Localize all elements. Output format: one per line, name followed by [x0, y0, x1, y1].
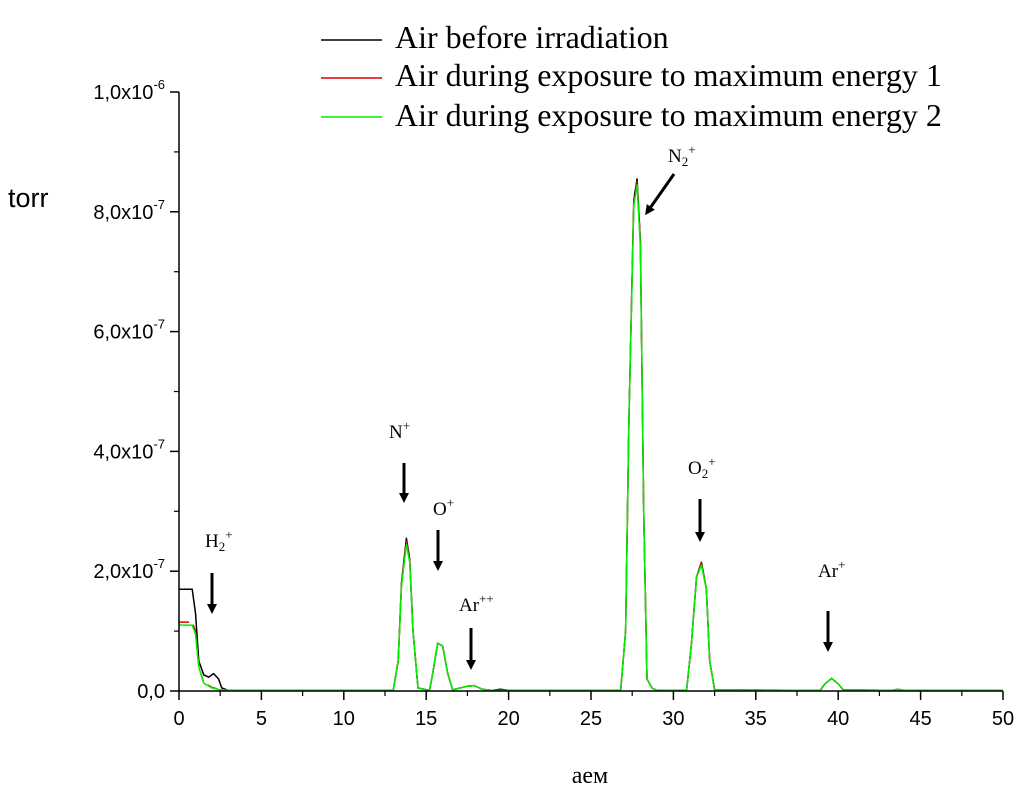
ion-label: N+	[389, 418, 410, 443]
ion-label: O2+	[688, 454, 716, 481]
legend-item-energy-2: Air during exposure to maximum energy 2	[321, 97, 942, 133]
legend-item-energy-1: Air during exposure to maximum energy 1	[321, 57, 942, 93]
ion-label: N2+	[668, 142, 696, 169]
x-tick-label: 5	[256, 708, 267, 730]
y-tick-label: 0,0	[137, 681, 165, 703]
x-tick-label: 30	[662, 708, 684, 730]
legend-label-energy-1: Air during exposure to maximum energy 1	[395, 57, 942, 93]
series-line-3	[179, 184, 1003, 692]
x-tick-label: 25	[580, 708, 602, 730]
y-ticks: 0,0 2,0x10-7 4,0x10-7 6,0x10-7 8,0x10-7 1,0x1…	[93, 77, 179, 703]
series-layer	[179, 178, 1003, 692]
legend: Air before irradiation Air during exposu…	[316, 12, 1006, 142]
legend-item-before: Air before irradiation	[321, 19, 669, 55]
x-axis-label: аем	[572, 763, 609, 789]
series-line-2	[179, 181, 1003, 692]
y-tick-label: 4,0x10-7	[93, 436, 165, 463]
x-tick-label: 0	[173, 708, 184, 730]
y-tick-label: 1,0x10-6	[93, 77, 165, 104]
ion-arrow	[645, 173, 676, 216]
series-line-1	[179, 178, 1003, 692]
y-tick-label: 8,0x10-7	[93, 197, 165, 224]
x-ticks: 0 5 10 15 20 25 30 35 40 45 50	[173, 691, 1014, 730]
x-tick-label: 35	[745, 708, 767, 730]
y-axis-label: torr	[8, 183, 49, 213]
ion-label: Ar++	[459, 591, 494, 616]
y-tick-label: 6,0x10-7	[93, 317, 165, 344]
ion-label: Ar+	[818, 557, 845, 582]
legend-label-energy-2: Air during exposure to maximum energy 2	[395, 97, 942, 133]
x-tick-label: 45	[909, 708, 931, 730]
legend-background	[316, 12, 1006, 142]
x-tick-label: 40	[827, 708, 849, 730]
plot-area: 0 5 10 15 20 25 30 35 40 45 50 0,0 2,0x10-7 4,0x10-7…	[93, 77, 1014, 730]
x-tick-label: 50	[992, 708, 1014, 730]
x-tick-label: 20	[497, 708, 519, 730]
ion-label: H2+	[205, 527, 233, 554]
legend-label-before: Air before irradiation	[395, 19, 669, 55]
x-tick-label: 15	[415, 708, 437, 730]
y-tick-label: 2,0x10-7	[93, 556, 165, 583]
ion-label: O+	[433, 495, 454, 520]
x-tick-label: 10	[333, 708, 355, 730]
peak-annotations: H2+ N+ O+ Ar++ N2+ O2+ Ar+	[205, 142, 845, 670]
